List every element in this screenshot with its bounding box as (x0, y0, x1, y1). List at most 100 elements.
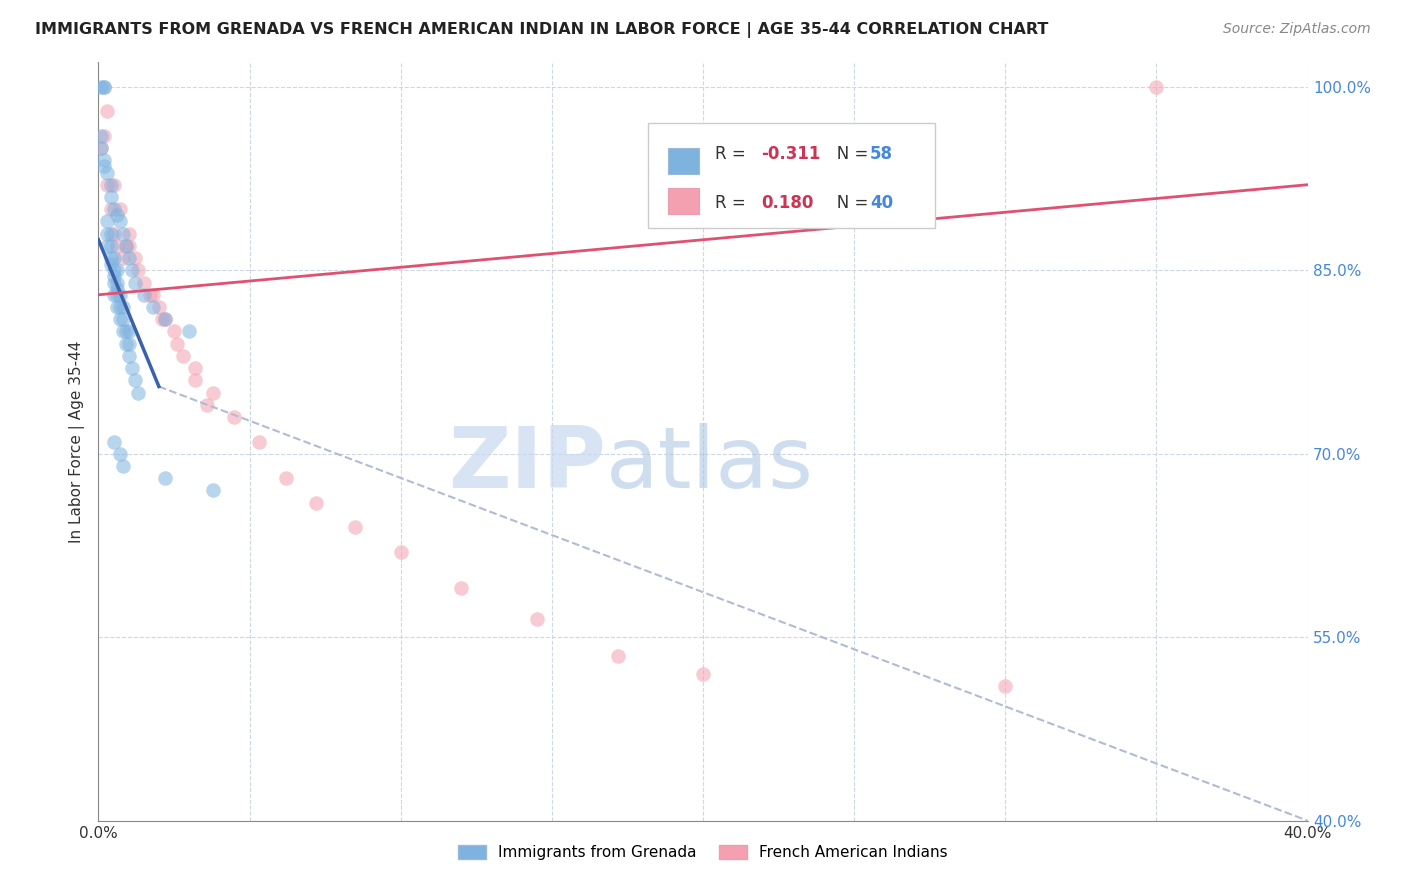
Point (111, 325, 134, 339)
Point (114, 239, 136, 253)
Point (100, 202, 122, 217)
Point (607, 648, 630, 663)
Point (111, 227, 134, 241)
Point (105, 239, 128, 253)
Point (692, 666, 714, 681)
Point (142, 287, 165, 301)
Point (124, 276, 146, 290)
Point (118, 349, 141, 363)
Point (153, 471, 176, 485)
Text: Source: ZipAtlas.com: Source: ZipAtlas.com (1223, 22, 1371, 37)
Point (105, 282, 128, 296)
Point (127, 385, 149, 400)
Point (103, 227, 125, 241)
Point (90, 128, 112, 143)
Point (153, 312, 176, 326)
Point (127, 263, 149, 277)
Point (103, 434, 125, 449)
Point (96, 239, 118, 253)
Point (139, 287, 162, 301)
Point (179, 325, 201, 339)
Text: atlas: atlas (606, 423, 814, 506)
Point (96, 104, 118, 119)
Point (103, 202, 125, 217)
Point (100, 251, 122, 265)
Point (389, 544, 412, 558)
Point (100, 257, 122, 271)
Point (108, 202, 131, 217)
Point (163, 325, 186, 339)
Point (108, 447, 131, 461)
Point (96, 227, 118, 241)
Text: -0.311: -0.311 (762, 145, 821, 162)
Text: 0.180: 0.180 (762, 194, 814, 211)
Point (153, 312, 176, 326)
Point (93, 128, 115, 143)
Text: R =: R = (716, 194, 751, 211)
Point (96, 178, 118, 192)
Text: 40: 40 (870, 194, 893, 211)
Point (172, 349, 194, 363)
Point (121, 361, 143, 376)
Point (100, 239, 122, 253)
Text: IMMIGRANTS FROM GRENADA VS FRENCH AMERICAN INDIAN IN LABOR FORCE | AGE 35-44 COR: IMMIGRANTS FROM GRENADA VS FRENCH AMERIC… (35, 22, 1049, 38)
Point (132, 276, 155, 290)
Point (96, 214, 118, 228)
Point (93, 79, 115, 94)
Point (105, 287, 128, 301)
Point (247, 434, 270, 449)
Point (111, 300, 134, 314)
Point (100, 190, 122, 204)
Point (103, 251, 125, 265)
Legend: Immigrants from Grenada, French American Indians: Immigrants from Grenada, French American… (453, 838, 953, 866)
Point (114, 336, 136, 351)
Point (108, 214, 131, 228)
Text: N =: N = (821, 145, 873, 162)
Point (118, 227, 141, 241)
Text: 58: 58 (870, 145, 893, 162)
Point (90, 141, 112, 155)
Point (118, 336, 141, 351)
Point (124, 251, 146, 265)
Point (103, 287, 125, 301)
Point (344, 520, 367, 534)
Point (93, 79, 115, 94)
Point (195, 398, 218, 412)
Text: N =: N = (821, 194, 873, 211)
Point (100, 227, 122, 241)
Point (108, 287, 131, 301)
Point (108, 300, 131, 314)
Point (124, 373, 146, 387)
Point (184, 361, 207, 376)
Point (114, 325, 136, 339)
Point (118, 325, 141, 339)
Point (132, 287, 155, 301)
Text: R =: R = (716, 145, 751, 162)
Point (111, 458, 134, 473)
Point (90, 141, 112, 155)
Point (103, 276, 125, 290)
Point (994, 679, 1017, 693)
Point (105, 300, 128, 314)
Y-axis label: In Labor Force | Age 35-44: In Labor Force | Age 35-44 (69, 341, 86, 542)
Point (105, 276, 128, 290)
Point (114, 239, 136, 253)
Point (93, 153, 115, 168)
Point (121, 263, 143, 277)
Point (142, 300, 165, 314)
Point (105, 208, 128, 222)
Point (108, 312, 131, 326)
Point (103, 263, 125, 277)
Point (224, 410, 246, 425)
Text: ZIP: ZIP (449, 423, 606, 506)
Point (93, 160, 115, 174)
Point (166, 336, 188, 351)
Point (111, 251, 134, 265)
Point (274, 471, 297, 485)
Point (1144, 79, 1167, 94)
Point (450, 582, 472, 596)
Point (96, 165, 118, 179)
Point (111, 312, 134, 326)
Point (118, 251, 141, 265)
Point (118, 239, 141, 253)
